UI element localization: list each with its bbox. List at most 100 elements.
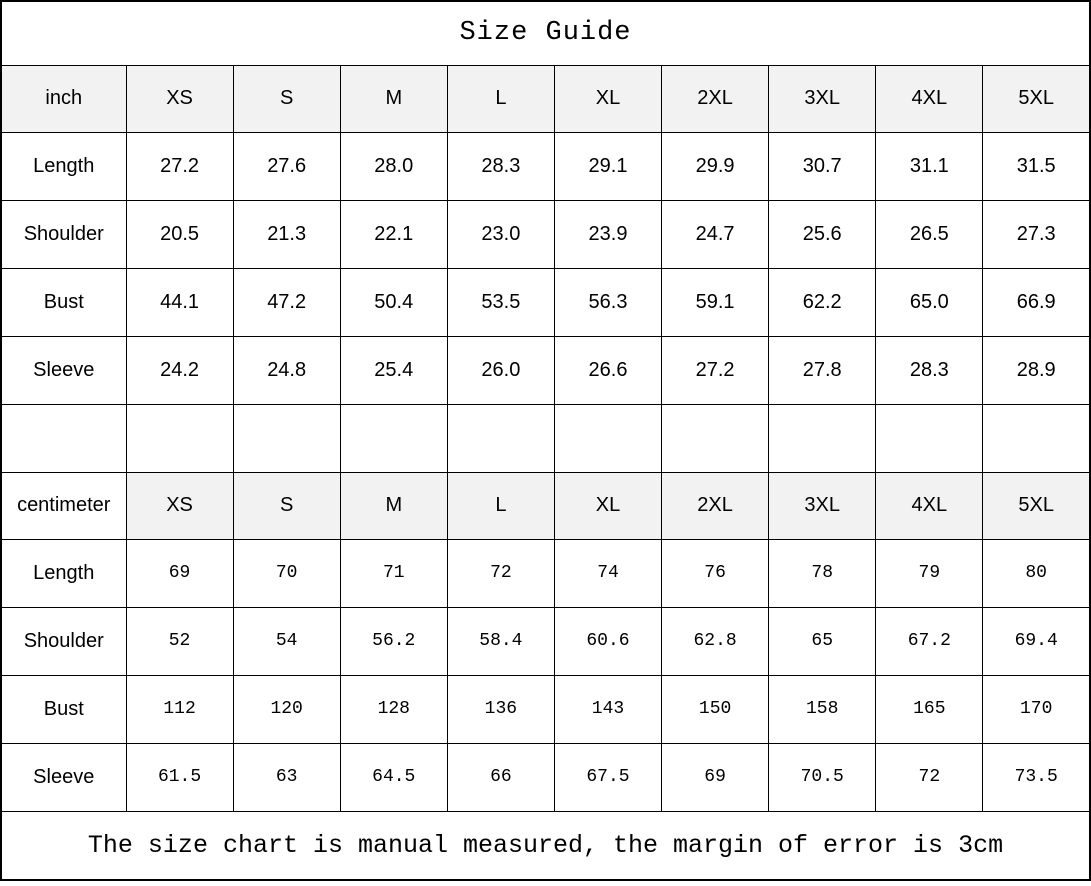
cm-value-cell: 71 <box>339 538 448 608</box>
inch-value-cell: 30.7 <box>768 131 877 201</box>
footer-note: The size chart is manual measured, the m… <box>0 810 1091 881</box>
size-header: XL <box>553 64 663 133</box>
inch-value-cell: 27.3 <box>982 199 1091 269</box>
cm-shoulder-row: Shoulder 52 54 56.2 58.4 60.6 62.8 65 67… <box>0 606 1091 676</box>
inch-value-cell: 28.3 <box>875 335 984 405</box>
inch-value-cell: 31.5 <box>982 131 1091 201</box>
cm-value-cell: 66 <box>446 742 555 812</box>
inch-value-cell: 24.7 <box>661 199 770 269</box>
cm-value-cell: 64.5 <box>339 742 448 812</box>
empty-cell <box>875 403 984 473</box>
cm-value-cell: 170 <box>982 674 1091 744</box>
cm-bust-row: Bust 112 120 128 136 143 150 158 165 170 <box>0 674 1091 744</box>
size-header: 2XL <box>661 64 770 133</box>
inch-value-cell: 26.5 <box>875 199 984 269</box>
cm-value-cell: 69.4 <box>982 606 1091 676</box>
size-header: 5XL <box>982 471 1091 540</box>
cm-value-cell: 54 <box>232 606 341 676</box>
size-header: 3XL <box>768 64 877 133</box>
inch-value-cell: 28.0 <box>339 131 448 201</box>
empty-cell <box>768 403 877 473</box>
cm-value-cell: 52 <box>125 606 234 676</box>
cm-header-row: centimeter XS S M L XL 2XL 3XL 4XL 5XL <box>0 471 1091 540</box>
inch-value-cell: 56.3 <box>553 267 663 337</box>
inch-value-cell: 21.3 <box>232 199 341 269</box>
cm-value-cell: 112 <box>125 674 234 744</box>
size-header: 5XL <box>982 64 1091 133</box>
inch-value-cell: 26.6 <box>553 335 663 405</box>
footer-row: The size chart is manual measured, the m… <box>0 810 1091 881</box>
inch-value-cell: 25.4 <box>339 335 448 405</box>
cm-value-cell: 69 <box>661 742 770 812</box>
size-header: S <box>232 64 341 133</box>
inch-value-cell: 47.2 <box>232 267 341 337</box>
cm-sleeve-row: Sleeve 61.5 63 64.5 66 67.5 69 70.5 72 7… <box>0 742 1091 812</box>
inch-value-cell: 27.2 <box>125 131 234 201</box>
row-label: Bust <box>0 674 127 744</box>
empty-cell <box>553 403 663 473</box>
cm-value-cell: 80 <box>982 538 1091 608</box>
empty-cell <box>982 403 1091 473</box>
cm-value-cell: 67.5 <box>553 742 663 812</box>
inch-value-cell: 28.3 <box>446 131 555 201</box>
unit-header-inch: inch <box>0 64 127 133</box>
empty-cell <box>339 403 448 473</box>
inch-value-cell: 29.1 <box>553 131 663 201</box>
page-title: Size Guide <box>0 0 1091 66</box>
cm-value-cell: 128 <box>339 674 448 744</box>
size-header: S <box>232 471 341 540</box>
size-header: XS <box>125 64 234 133</box>
inch-value-cell: 26.0 <box>446 335 555 405</box>
inch-value-cell: 44.1 <box>125 267 234 337</box>
cm-value-cell: 63 <box>232 742 341 812</box>
row-label: Shoulder <box>0 199 127 269</box>
row-label: Sleeve <box>0 335 127 405</box>
cm-length-row: Length 69 70 71 72 74 76 78 79 80 <box>0 538 1091 608</box>
inch-value-cell: 27.2 <box>661 335 770 405</box>
cm-value-cell: 72 <box>875 742 984 812</box>
inch-value-cell: 31.1 <box>875 131 984 201</box>
cm-value-cell: 70.5 <box>768 742 877 812</box>
cm-value-cell: 60.6 <box>553 606 663 676</box>
size-header: 2XL <box>661 471 770 540</box>
inch-value-cell: 24.2 <box>125 335 234 405</box>
cm-value-cell: 67.2 <box>875 606 984 676</box>
cm-value-cell: 150 <box>661 674 770 744</box>
row-label: Shoulder <box>0 606 127 676</box>
row-label: Length <box>0 538 127 608</box>
cm-value-cell: 76 <box>661 538 770 608</box>
size-header: 4XL <box>875 64 984 133</box>
inch-bust-row: Bust 44.1 47.2 50.4 53.5 56.3 59.1 62.2 … <box>0 267 1091 337</box>
cm-value-cell: 120 <box>232 674 341 744</box>
inch-length-row: Length 27.2 27.6 28.0 28.3 29.1 29.9 30.… <box>0 131 1091 201</box>
inch-value-cell: 22.1 <box>339 199 448 269</box>
inch-value-cell: 20.5 <box>125 199 234 269</box>
empty-cell <box>446 403 555 473</box>
cm-value-cell: 72 <box>446 538 555 608</box>
inch-value-cell: 66.9 <box>982 267 1091 337</box>
inch-shoulder-row: Shoulder 20.5 21.3 22.1 23.0 23.9 24.7 2… <box>0 199 1091 269</box>
empty-cell <box>0 403 127 473</box>
size-header: 3XL <box>768 471 877 540</box>
inch-value-cell: 50.4 <box>339 267 448 337</box>
cm-value-cell: 73.5 <box>982 742 1091 812</box>
inch-value-cell: 25.6 <box>768 199 877 269</box>
size-header: M <box>339 64 448 133</box>
unit-header-centimeter: centimeter <box>0 471 127 540</box>
inch-value-cell: 62.2 <box>768 267 877 337</box>
inch-value-cell: 28.9 <box>982 335 1091 405</box>
cm-value-cell: 165 <box>875 674 984 744</box>
cm-value-cell: 136 <box>446 674 555 744</box>
spacer-row <box>0 403 1091 473</box>
cm-value-cell: 62.8 <box>661 606 770 676</box>
empty-cell <box>232 403 341 473</box>
cm-value-cell: 61.5 <box>125 742 234 812</box>
inch-value-cell: 53.5 <box>446 267 555 337</box>
size-header: L <box>446 64 555 133</box>
inch-sleeve-row: Sleeve 24.2 24.8 25.4 26.0 26.6 27.2 27.… <box>0 335 1091 405</box>
inch-value-cell: 24.8 <box>232 335 341 405</box>
cm-value-cell: 69 <box>125 538 234 608</box>
row-label: Sleeve <box>0 742 127 812</box>
inch-value-cell: 27.8 <box>768 335 877 405</box>
cm-value-cell: 143 <box>553 674 663 744</box>
